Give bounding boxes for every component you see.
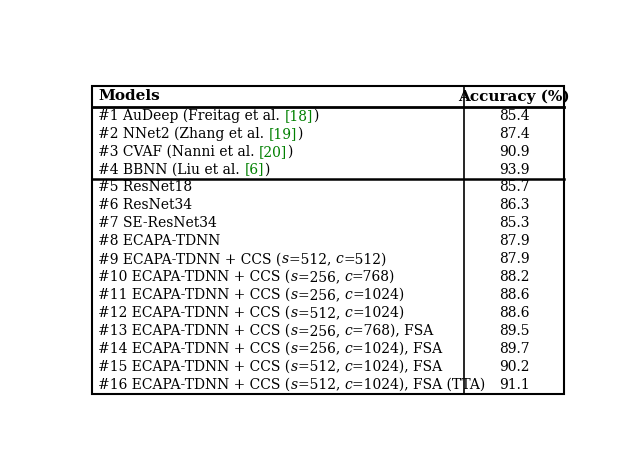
Text: s: s [291,378,298,392]
Text: Models: Models [99,89,160,104]
Text: =256,: =256, [298,342,344,356]
Text: #11 ECAPA-TDNN + CCS (: #11 ECAPA-TDNN + CCS ( [99,288,291,302]
Text: 90.2: 90.2 [499,360,529,374]
Text: #14 ECAPA-TDNN + CCS (: #14 ECAPA-TDNN + CCS ( [99,342,291,356]
Text: c: c [344,360,352,374]
Text: #4 BBNN (Liu et al.: #4 BBNN (Liu et al. [99,163,244,177]
Text: ): ) [287,145,293,158]
Text: =256,: =256, [298,324,344,338]
Text: =256,: =256, [298,288,344,302]
Text: s: s [291,342,298,356]
Text: =512,: =512, [298,378,344,392]
Text: 89.5: 89.5 [499,324,529,338]
Text: #6 ResNet34: #6 ResNet34 [99,198,193,212]
Text: c: c [344,306,352,320]
Text: =512,: =512, [289,252,335,266]
Text: ): ) [313,109,318,123]
Text: #2 NNet2 (Zhang et al.: #2 NNet2 (Zhang et al. [99,127,269,141]
Text: =1024): =1024) [352,288,404,302]
Text: =1024), FSA: =1024), FSA [352,342,442,356]
Text: #8 ECAPA-TDNN: #8 ECAPA-TDNN [99,234,221,248]
Text: s: s [291,360,298,374]
Text: =512,: =512, [298,360,344,374]
Text: s: s [291,324,298,338]
Text: ): ) [297,127,303,141]
Text: =1024): =1024) [352,306,404,320]
Text: 87.4: 87.4 [499,127,529,141]
Text: =768), FSA: =768), FSA [352,324,433,338]
Text: c: c [344,378,352,392]
Text: =768): =768) [352,270,396,284]
Text: c: c [344,288,352,302]
Text: s: s [291,288,298,302]
Text: 86.3: 86.3 [499,198,529,212]
Text: [19]: [19] [269,127,297,141]
Text: #12 ECAPA-TDNN + CCS (: #12 ECAPA-TDNN + CCS ( [99,306,291,320]
Text: c: c [344,324,352,338]
Text: #1 AuDeep (Freitag et al.: #1 AuDeep (Freitag et al. [99,109,284,123]
Text: 88.2: 88.2 [499,270,529,284]
Text: #9 ECAPA-TDNN + CCS (: #9 ECAPA-TDNN + CCS ( [99,252,282,266]
Text: 85.3: 85.3 [499,217,529,230]
Text: #5 ResNet18: #5 ResNet18 [99,181,193,194]
Text: [20]: [20] [259,145,287,158]
Text: 89.7: 89.7 [499,342,529,356]
Text: s: s [282,252,289,266]
Text: [18]: [18] [284,109,313,123]
Text: #13 ECAPA-TDNN + CCS (: #13 ECAPA-TDNN + CCS ( [99,324,291,338]
Text: ): ) [264,163,269,177]
Text: c: c [335,252,343,266]
Text: =1024), FSA: =1024), FSA [352,360,442,374]
Text: 90.9: 90.9 [499,145,529,158]
Text: =256,: =256, [298,270,344,284]
Text: =1024), FSA (TTA): =1024), FSA (TTA) [352,378,485,392]
Bar [92,86,564,394]
Text: Accuracy (%): Accuracy (%) [458,89,570,104]
Text: 85.7: 85.7 [499,181,529,194]
Text: 91.1: 91.1 [499,378,529,392]
Text: #3 CVAF (Nanni et al.: #3 CVAF (Nanni et al. [99,145,259,158]
Text: c: c [344,342,352,356]
Text: c: c [344,270,352,284]
Text: 88.6: 88.6 [499,306,529,320]
Text: #10 ECAPA-TDNN + CCS (: #10 ECAPA-TDNN + CCS ( [99,270,291,284]
Text: [6]: [6] [244,163,264,177]
Text: 87.9: 87.9 [499,252,529,266]
Text: s: s [291,270,298,284]
Text: s: s [291,306,298,320]
Text: #15 ECAPA-TDNN + CCS (: #15 ECAPA-TDNN + CCS ( [99,360,291,374]
Text: =512,: =512, [298,306,344,320]
Text: 85.4: 85.4 [499,109,529,123]
Text: #7 SE-ResNet34: #7 SE-ResNet34 [99,217,217,230]
Text: 88.6: 88.6 [499,288,529,302]
Text: 87.9: 87.9 [499,234,529,248]
Text: 93.9: 93.9 [499,163,529,177]
Text: =512): =512) [343,252,387,266]
Text: #16 ECAPA-TDNN + CCS (: #16 ECAPA-TDNN + CCS ( [99,378,291,392]
